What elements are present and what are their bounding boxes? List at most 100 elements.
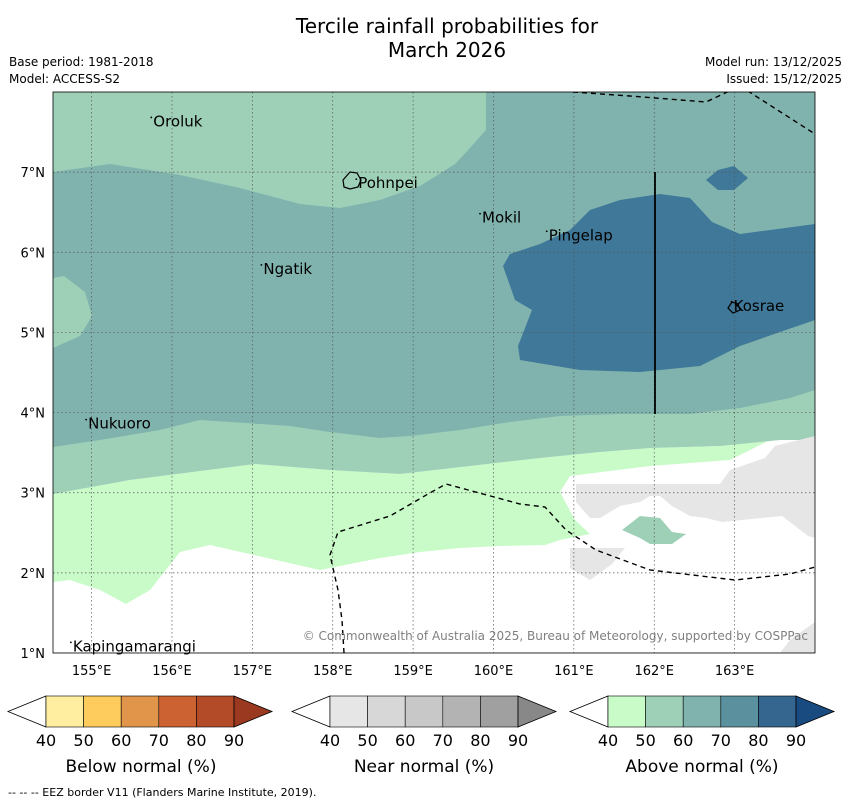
legend-above-normal: 40 50 60 70 80 90 Above normal (%)	[568, 695, 836, 777]
colorbar-tick: 70	[433, 731, 453, 750]
place-marker	[69, 641, 72, 644]
lon-label: 161°E	[554, 664, 594, 679]
above-normal-patch-60	[622, 516, 686, 544]
colorbar-above	[568, 695, 836, 728]
colorbar-max-extension	[795, 695, 836, 728]
eez-border	[329, 92, 815, 653]
lat-label: 3°N	[21, 487, 46, 502]
lon-label: 155°E	[72, 664, 112, 679]
lat-label: 4°N	[21, 407, 46, 422]
lat-label: 2°N	[21, 567, 46, 582]
colorbar-swatch	[645, 695, 684, 728]
place-marker	[260, 264, 263, 266]
colorbar-swatch	[404, 695, 444, 728]
colorbar-swatch	[758, 695, 797, 728]
colorbar-tick: 60	[673, 731, 693, 750]
model-name: Model: ACCESS-S2	[9, 72, 121, 86]
colorbar-min-extension	[568, 695, 609, 728]
grid-lines	[53, 92, 815, 653]
lat-label: 6°N	[21, 246, 46, 261]
issued-date: Issued: 15/12/2025	[726, 72, 842, 86]
eez-border-south	[329, 483, 815, 653]
colorbar-swatch	[442, 695, 481, 728]
map-frame	[52, 91, 816, 654]
place-marker	[355, 178, 358, 181]
lon-label: 160°E	[474, 664, 514, 679]
place-label-ngatik: Ngatik	[263, 260, 312, 278]
colorbar-swatch	[158, 695, 197, 728]
colorbar-swatch	[367, 695, 406, 728]
copyright-notice: © Commonwealth of Australia 2025, Bureau…	[303, 629, 808, 643]
pohnpei-island	[342, 171, 362, 190]
colorbar-swatch	[120, 695, 160, 728]
colorbar-below	[6, 695, 274, 728]
near-normal-patch	[576, 436, 815, 538]
latitude-labels: 1°N 2°N 3°N 4°N 5°N 6°N 7°N	[21, 166, 46, 662]
lon-label: 163°E	[715, 664, 755, 679]
colorbar-min-extension	[290, 695, 331, 728]
colorbar-swatch	[480, 695, 519, 728]
place-marker	[85, 418, 88, 421]
eez-border-north	[572, 92, 815, 135]
above-normal-label: Above normal (%)	[625, 757, 778, 777]
place-marker	[479, 212, 481, 215]
colorbar-tick: 90	[786, 731, 806, 750]
probability-contours	[53, 92, 815, 653]
colorbar-tick: 90	[224, 731, 244, 750]
colorbar-near	[290, 695, 558, 728]
colorbar-swatch	[720, 695, 759, 728]
base-info: Base period: 1981-2018 Model: ACCESS-S2	[9, 54, 154, 88]
colorbar-tick: 40	[36, 731, 56, 750]
colorbar-swatch	[45, 695, 84, 728]
above-normal-band-50	[53, 428, 815, 604]
kosrae-island	[727, 301, 741, 314]
below-normal-label: Below normal (%)	[66, 757, 217, 777]
colorbar-tick: 40	[598, 731, 618, 750]
colorbar-tick: 60	[111, 731, 131, 750]
map-title: Tercile rainfall probabilities for March…	[0, 14, 850, 62]
lon-label: 157°E	[233, 664, 273, 679]
lon-label: 159°E	[393, 664, 433, 679]
colorbar-swatch	[83, 695, 122, 728]
colorbar-tick: 70	[149, 731, 169, 750]
colorbar-near-ticks: 40 50 60 70 80 90	[320, 731, 528, 750]
legend-near-normal: 40 50 60 70 80 90 Near normal (%)	[290, 695, 558, 777]
colorbar-swatch	[196, 695, 235, 728]
lon-label: 158°E	[313, 664, 353, 679]
colorbar-tick: 60	[395, 731, 415, 750]
colorbar-above-ticks: 40 50 60 70 80 90	[598, 731, 806, 750]
place-label-pingelap: Pingelap	[549, 226, 613, 244]
eez-footnote: -- -- -- EEZ border V11 (Flanders Marine…	[8, 786, 317, 799]
colorbar-tick: 90	[508, 731, 528, 750]
colorbar-swatch	[329, 695, 368, 728]
colorbar-tick: 80	[186, 731, 206, 750]
colorbar-tick: 40	[320, 731, 340, 750]
place-label-kapingamarangi: Kapingamarangi	[73, 637, 196, 655]
place-labels: Oroluk Pohnpei Mokil Pingelap Ngatik Kosrae Nu…	[69, 112, 785, 655]
place-marker	[150, 116, 153, 119]
place-label-mokil: Mokil	[482, 209, 521, 227]
place-label-kosrae: Kosrae	[734, 297, 785, 315]
colorbar-tick: 50	[357, 731, 377, 750]
colorbar-swatch	[682, 695, 722, 728]
colorbar-tick: 50	[635, 731, 655, 750]
lon-label: 162°E	[634, 664, 674, 679]
run-info: Model run: 13/12/2025 Issued: 15/12/2025	[705, 54, 842, 88]
lat-label: 7°N	[21, 166, 46, 181]
title-line-2: March 2026	[387, 38, 507, 62]
colorbar-min-extension	[6, 695, 47, 728]
near-normal-label: Near normal (%)	[354, 757, 494, 777]
place-marker	[545, 230, 548, 233]
near-normal-patch-3	[780, 622, 815, 653]
colorbar-tick: 80	[748, 731, 768, 750]
colorbar-tick: 70	[711, 731, 731, 750]
lat-label: 5°N	[21, 326, 46, 341]
model-run: Model run: 13/12/2025	[704, 55, 842, 69]
above-normal-band-80	[503, 194, 815, 372]
colorbar-below-ticks: 40 50 60 70 80 90	[36, 731, 244, 750]
longitude-labels: 155°E 156°E 157°E 158°E 159°E 160°E 161°E 162°E…	[72, 664, 755, 679]
colorbar-max-extension	[233, 695, 274, 728]
place-marker	[730, 300, 733, 303]
colorbar-tick: 80	[470, 731, 490, 750]
